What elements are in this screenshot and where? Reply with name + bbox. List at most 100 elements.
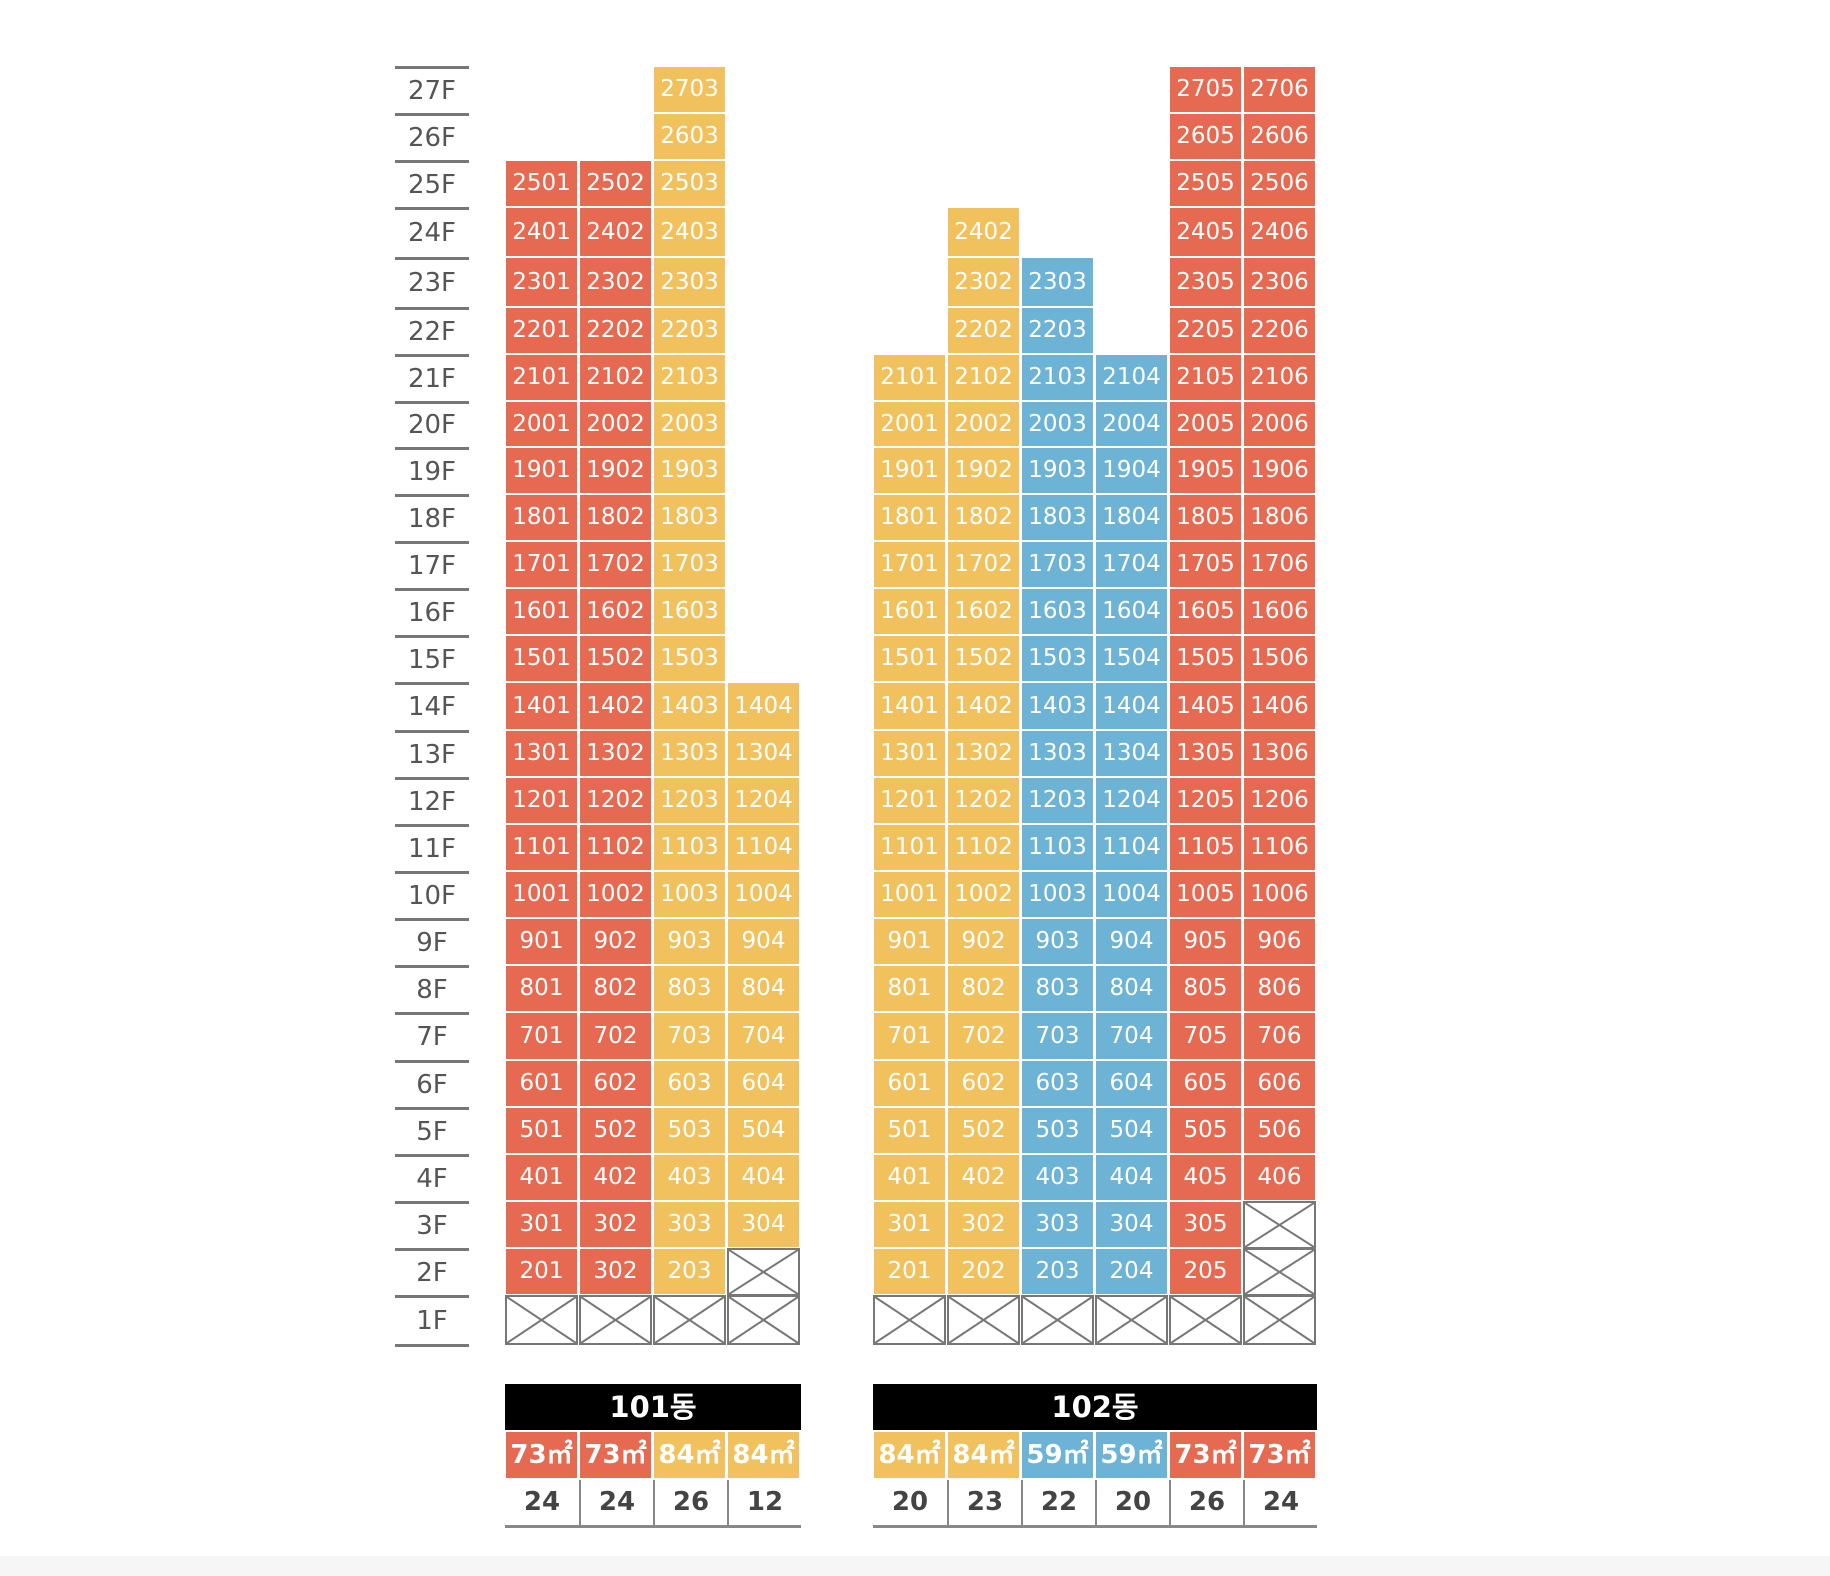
unit-cell: 2502 <box>580 161 651 206</box>
unit-cell: 2401 <box>506 208 577 256</box>
unit-cell: 602 <box>580 1061 651 1106</box>
unit-cell: 1105 <box>1170 825 1241 870</box>
unit-cell: 1303 <box>1022 731 1093 776</box>
unit-cell: 1802 <box>948 495 1019 540</box>
floor-label: 7F <box>395 1012 469 1060</box>
floor-label: 19F <box>395 447 469 494</box>
unit-cell: 1604 <box>1096 589 1167 634</box>
unit-cell: 2203 <box>1022 308 1093 353</box>
empty-cell-crossed <box>1243 1248 1316 1296</box>
unit-cell: 1406 <box>1244 683 1315 729</box>
unit-cell: 702 <box>580 1013 651 1059</box>
unit-cell: 1306 <box>1244 731 1315 776</box>
unit-cell: 1501 <box>874 636 945 681</box>
unit-cell: 504 <box>728 1108 799 1153</box>
unit-cell: 305 <box>1170 1202 1241 1247</box>
floor-label: 4F <box>395 1154 469 1201</box>
unit-cell: 1901 <box>506 448 577 493</box>
building-name: 102동 <box>873 1384 1317 1430</box>
unit-cell: 804 <box>1096 966 1167 1011</box>
unit-cell: 1501 <box>506 636 577 681</box>
unit-cell: 604 <box>1096 1061 1167 1106</box>
unit-cell: 2202 <box>948 308 1019 353</box>
unit-cell: 1101 <box>874 825 945 870</box>
unit-cell: 705 <box>1170 1013 1241 1059</box>
unit-cell: 1902 <box>948 448 1019 493</box>
unit-cell: 1704 <box>1096 542 1167 587</box>
unit-cell: 502 <box>580 1108 651 1153</box>
empty-cell-crossed <box>505 1295 578 1345</box>
unit-cell: 1803 <box>1022 495 1093 540</box>
cross-mark-icon <box>1097 1297 1166 1343</box>
unit-cell: 1103 <box>1022 825 1093 870</box>
unit-cell: 601 <box>874 1061 945 1106</box>
unit-cell: 402 <box>948 1155 1019 1200</box>
unit-cell: 1605 <box>1170 589 1241 634</box>
unit-cell: 401 <box>874 1155 945 1200</box>
unit-cell: 701 <box>874 1013 945 1059</box>
unit-cell: 703 <box>654 1013 725 1059</box>
unit-cell: 606 <box>1244 1061 1315 1106</box>
floor-label: 18F <box>395 494 469 541</box>
unit-cell: 1301 <box>874 731 945 776</box>
unit-cell: 1702 <box>580 542 651 587</box>
unit-count: 24 <box>1243 1480 1317 1528</box>
unit-cell: 1706 <box>1244 542 1315 587</box>
unit-cell: 1502 <box>580 636 651 681</box>
floor-label: 23F <box>395 257 469 307</box>
floor-label: 8F <box>395 965 469 1012</box>
empty-cell-crossed <box>1243 1295 1316 1345</box>
unit-count: 23 <box>947 1480 1021 1528</box>
unit-size-label: 59㎡ <box>1022 1432 1093 1478</box>
unit-cell: 2205 <box>1170 308 1241 353</box>
floor-label: 15F <box>395 635 469 682</box>
unit-cell: 1805 <box>1170 495 1241 540</box>
unit-cell: 1503 <box>654 636 725 681</box>
unit-cell: 204 <box>1096 1249 1167 1294</box>
unit-cell: 1003 <box>654 872 725 917</box>
unit-cell: 1905 <box>1170 448 1241 493</box>
empty-cell-crossed <box>1243 1201 1316 1249</box>
unit-cell: 1004 <box>728 872 799 917</box>
unit-cell: 304 <box>728 1202 799 1247</box>
unit-cell: 603 <box>1022 1061 1093 1106</box>
unit-cell: 1006 <box>1244 872 1315 917</box>
floor-label: 27F <box>395 66 469 113</box>
empty-cell-crossed <box>1095 1295 1168 1345</box>
unit-cell: 1606 <box>1244 589 1315 634</box>
unit-cell: 703 <box>1022 1013 1093 1059</box>
unit-cell: 1001 <box>874 872 945 917</box>
unit-cell: 303 <box>654 1202 725 1247</box>
cross-mark-icon <box>507 1297 576 1343</box>
floor-label: 17F <box>395 541 469 588</box>
unit-cell: 1304 <box>728 731 799 776</box>
cross-mark-icon <box>655 1297 724 1343</box>
unit-count: 26 <box>1169 1480 1243 1528</box>
unit-cell: 1104 <box>1096 825 1167 870</box>
floor-label: 16F <box>395 588 469 635</box>
unit-cell: 2206 <box>1244 308 1315 353</box>
unit-cell: 2106 <box>1244 355 1315 400</box>
unit-cell: 804 <box>728 966 799 1011</box>
unit-cell: 2605 <box>1170 114 1241 159</box>
cross-mark-icon <box>875 1297 944 1343</box>
unit-cell: 801 <box>506 966 577 1011</box>
unit-cell: 1201 <box>874 778 945 823</box>
unit-cell: 1302 <box>580 731 651 776</box>
unit-cell: 2406 <box>1244 208 1315 256</box>
cross-mark-icon <box>1245 1250 1314 1294</box>
unit-cell: 205 <box>1170 1249 1241 1294</box>
unit-cell: 1904 <box>1096 448 1167 493</box>
unit-cell: 1603 <box>1022 589 1093 634</box>
unit-cell: 1402 <box>948 683 1019 729</box>
unit-cell: 903 <box>654 919 725 964</box>
floor-axis-bottom-line <box>395 1344 469 1347</box>
unit-cell: 405 <box>1170 1155 1241 1200</box>
unit-cell: 601 <box>506 1061 577 1106</box>
unit-cell: 2105 <box>1170 355 1241 400</box>
unit-cell: 2303 <box>654 258 725 306</box>
unit-cell: 1102 <box>948 825 1019 870</box>
unit-cell: 1304 <box>1096 731 1167 776</box>
unit-cell: 2505 <box>1170 161 1241 206</box>
unit-cell: 906 <box>1244 919 1315 964</box>
